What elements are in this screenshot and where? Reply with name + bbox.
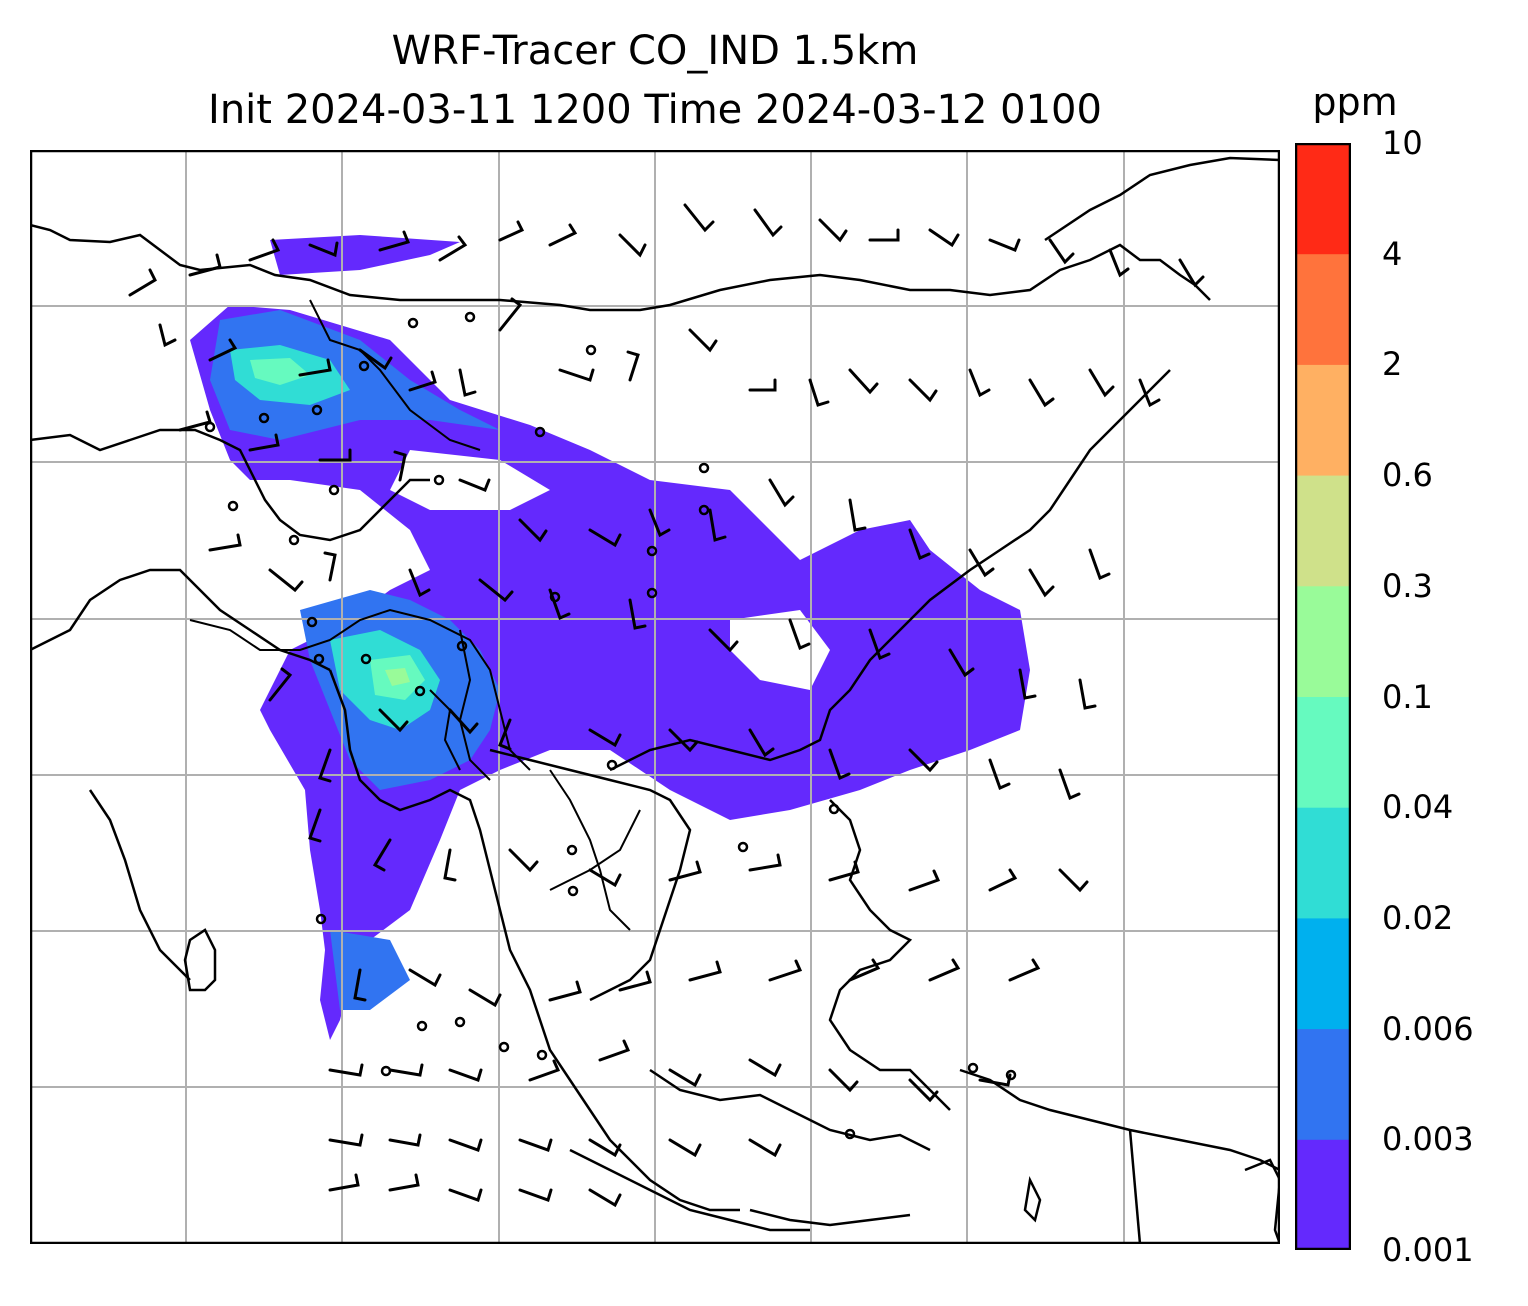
colorbar-band bbox=[1295, 585, 1351, 697]
colorbar-band bbox=[1295, 143, 1351, 255]
calm-wind-circles bbox=[204, 311, 1017, 1140]
map-border bbox=[30, 150, 1280, 1244]
colorbar-tick-label: 0.04 bbox=[1382, 788, 1454, 827]
colorbar-tick-label: 0.001 bbox=[1382, 1231, 1474, 1269]
coastlines bbox=[30, 156, 1280, 1244]
colorbar-tick-label: 2 bbox=[1382, 345, 1403, 384]
colorbar-band bbox=[1295, 807, 1351, 919]
country-borders bbox=[189, 299, 641, 931]
colorbar-band bbox=[1295, 1028, 1351, 1140]
colorbar-bands bbox=[1295, 143, 1351, 1250]
colorbar-tick-label: 0.006 bbox=[1382, 1009, 1474, 1048]
colorbar-tick-label: 0.3 bbox=[1382, 566, 1433, 605]
colorbar bbox=[1295, 143, 1351, 1250]
colorbar-tick-label: 10 bbox=[1382, 124, 1423, 162]
colorbar-band bbox=[1295, 364, 1351, 476]
colorbar-tick-label: 0.003 bbox=[1382, 1120, 1474, 1159]
colorbar-unit-label: ppm bbox=[1312, 80, 1398, 124]
colorbar-tick-label: 0.02 bbox=[1382, 898, 1454, 937]
colorbar-band bbox=[1295, 1139, 1351, 1250]
colorbar-band bbox=[1295, 696, 1351, 808]
colorbar-tick-label: 0.1 bbox=[1382, 677, 1433, 716]
map-title: WRF-Tracer CO_IND 1.5km bbox=[391, 28, 919, 74]
colorbar-tick-label: 0.6 bbox=[1382, 456, 1433, 495]
wind-barbs bbox=[128, 203, 1205, 1208]
lat-lon-grid bbox=[30, 150, 1280, 1244]
map-panel bbox=[30, 150, 1280, 1244]
map-subtitle: Init 2024-03-11 1200 Time 2024-03-12 010… bbox=[208, 87, 1102, 133]
colorbar-band bbox=[1295, 917, 1351, 1030]
colorbar-tick-label: 4 bbox=[1382, 234, 1403, 273]
colorbar-band bbox=[1295, 253, 1351, 365]
colorbar-band bbox=[1295, 475, 1351, 587]
